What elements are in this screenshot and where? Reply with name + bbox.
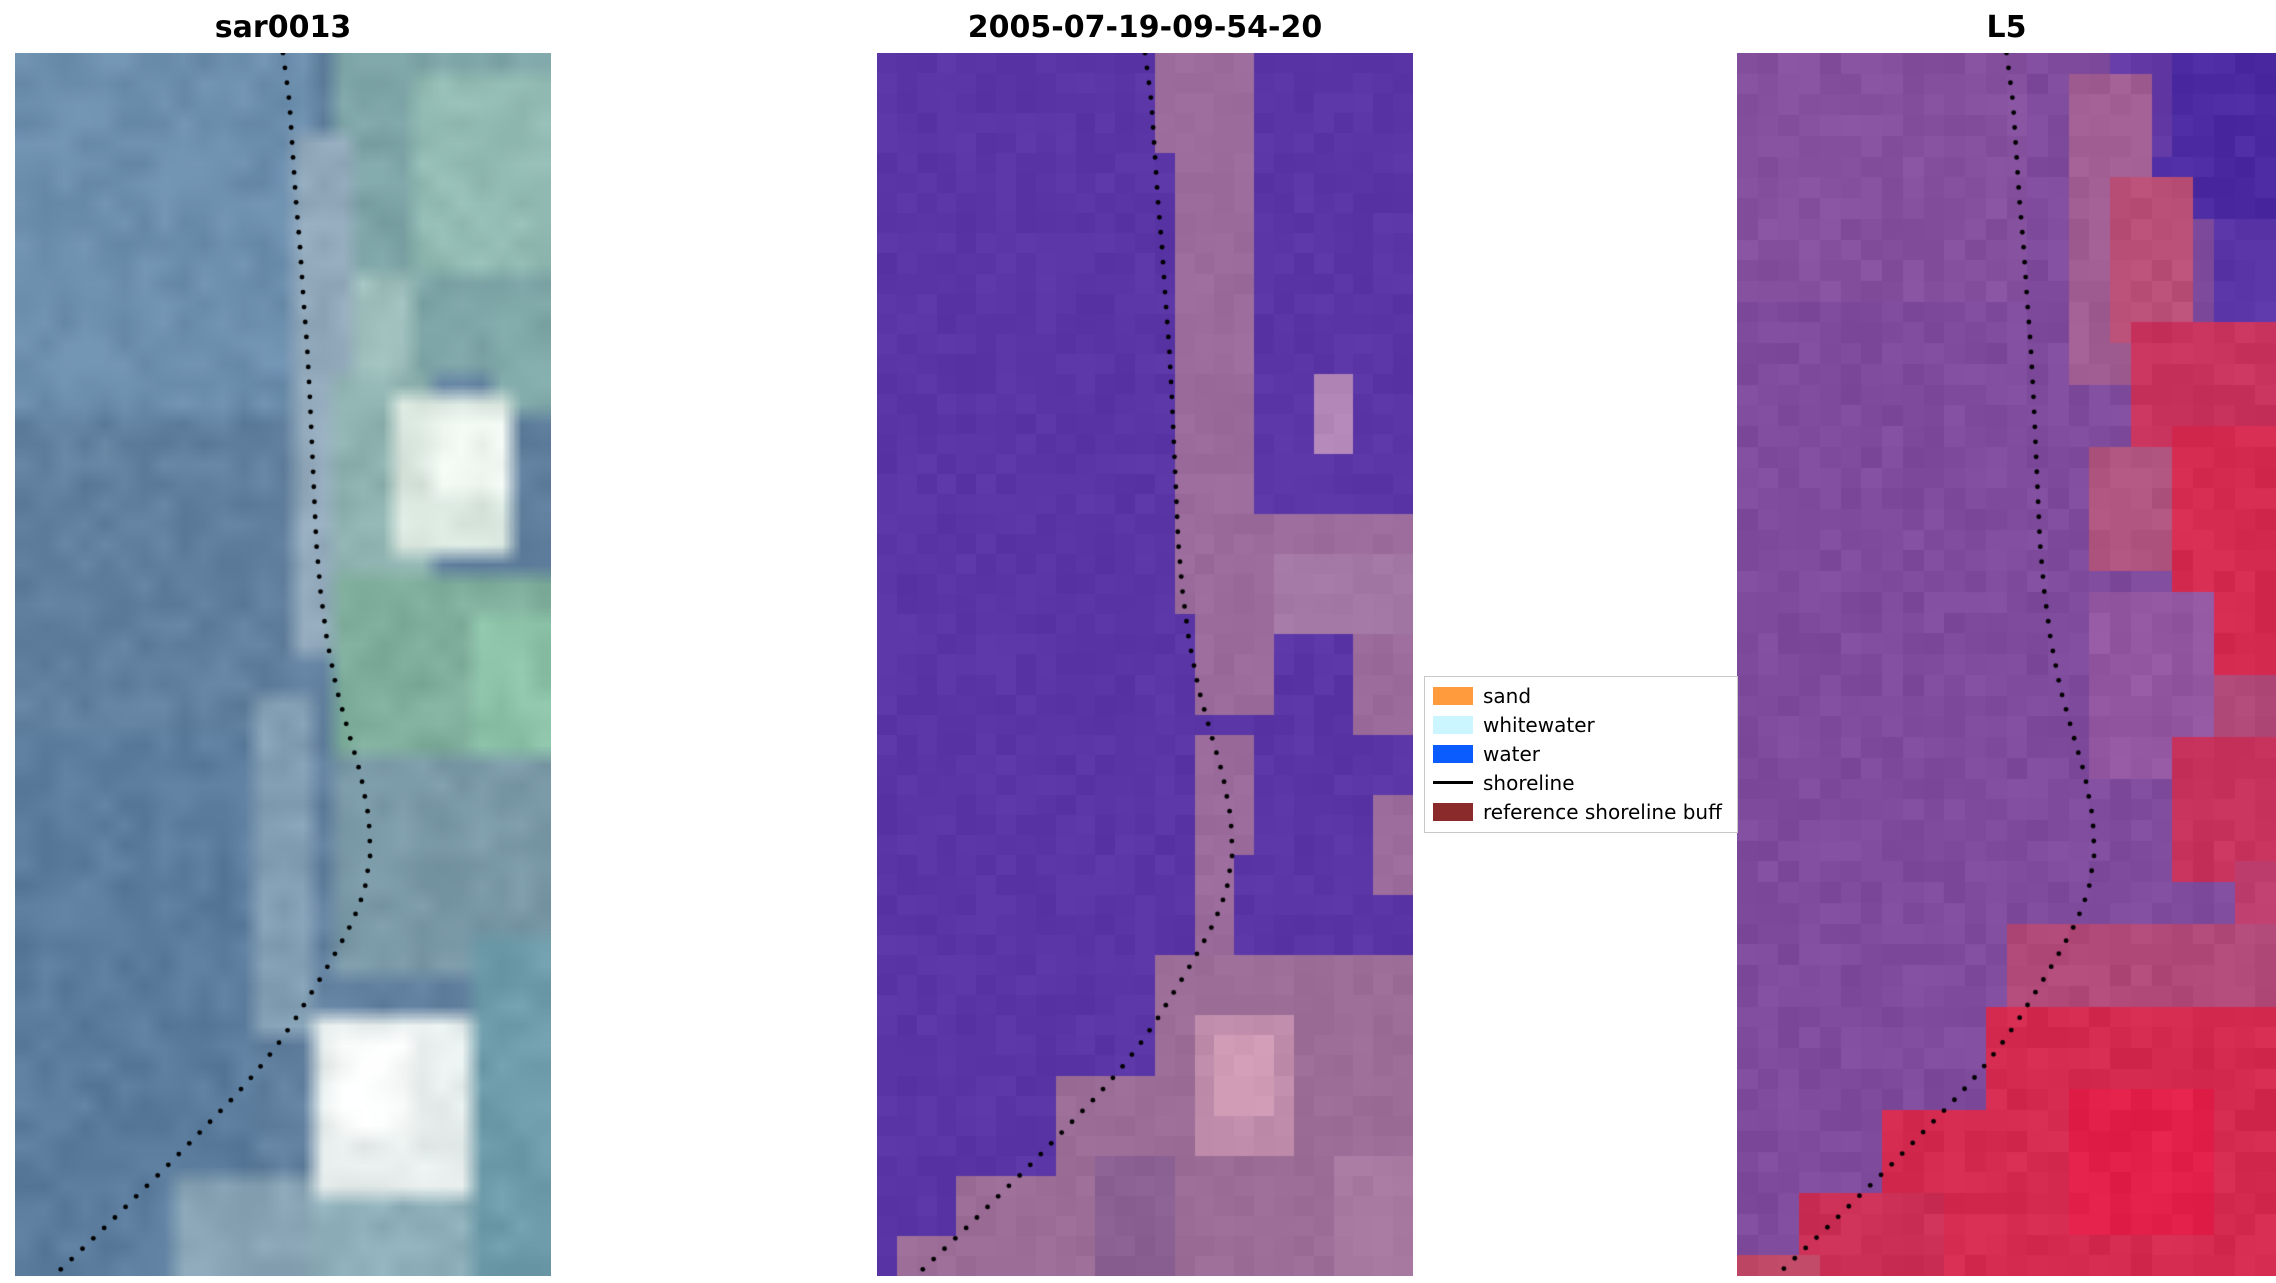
reference-shoreline-buffer-swatch — [1433, 802, 1473, 821]
sand-swatch — [1433, 686, 1473, 705]
legend-item-sand: sand — [1433, 681, 1737, 710]
panel-l5 — [1737, 53, 2276, 1276]
legend-label-whitewater: whitewater — [1483, 712, 1595, 737]
legend-label-shoreline: shoreline — [1483, 770, 1575, 795]
classified-satellite-image — [877, 53, 1413, 1276]
panel-title-sar0013: sar0013 — [214, 10, 352, 45]
legend-label-reference-shoreline-buffer: reference shoreline buff — [1483, 799, 1722, 824]
l5-satellite-image — [1737, 53, 2276, 1276]
panel-classified — [877, 53, 1413, 1276]
panel-sar0013 — [15, 53, 551, 1276]
legend-label-water: water — [1483, 741, 1540, 766]
sar0013-satellite-image — [15, 53, 551, 1276]
whitewater-swatch — [1433, 715, 1473, 734]
legend-item-whitewater: whitewater — [1433, 710, 1737, 739]
legend-item-shoreline: shoreline — [1433, 768, 1737, 797]
water-swatch — [1433, 744, 1473, 763]
legend-label-sand: sand — [1483, 683, 1532, 708]
shoreline-line-swatch — [1433, 781, 1473, 784]
legend: sand whitewater water shoreline referenc… — [1424, 676, 1738, 833]
legend-item-reference-shoreline-buffer: reference shoreline buff — [1433, 797, 1737, 826]
panel-title-date: 2005-07-19-09-54-20 — [967, 10, 1323, 45]
legend-item-water: water — [1433, 739, 1737, 768]
panel-title-l5: L5 — [1986, 10, 2027, 45]
